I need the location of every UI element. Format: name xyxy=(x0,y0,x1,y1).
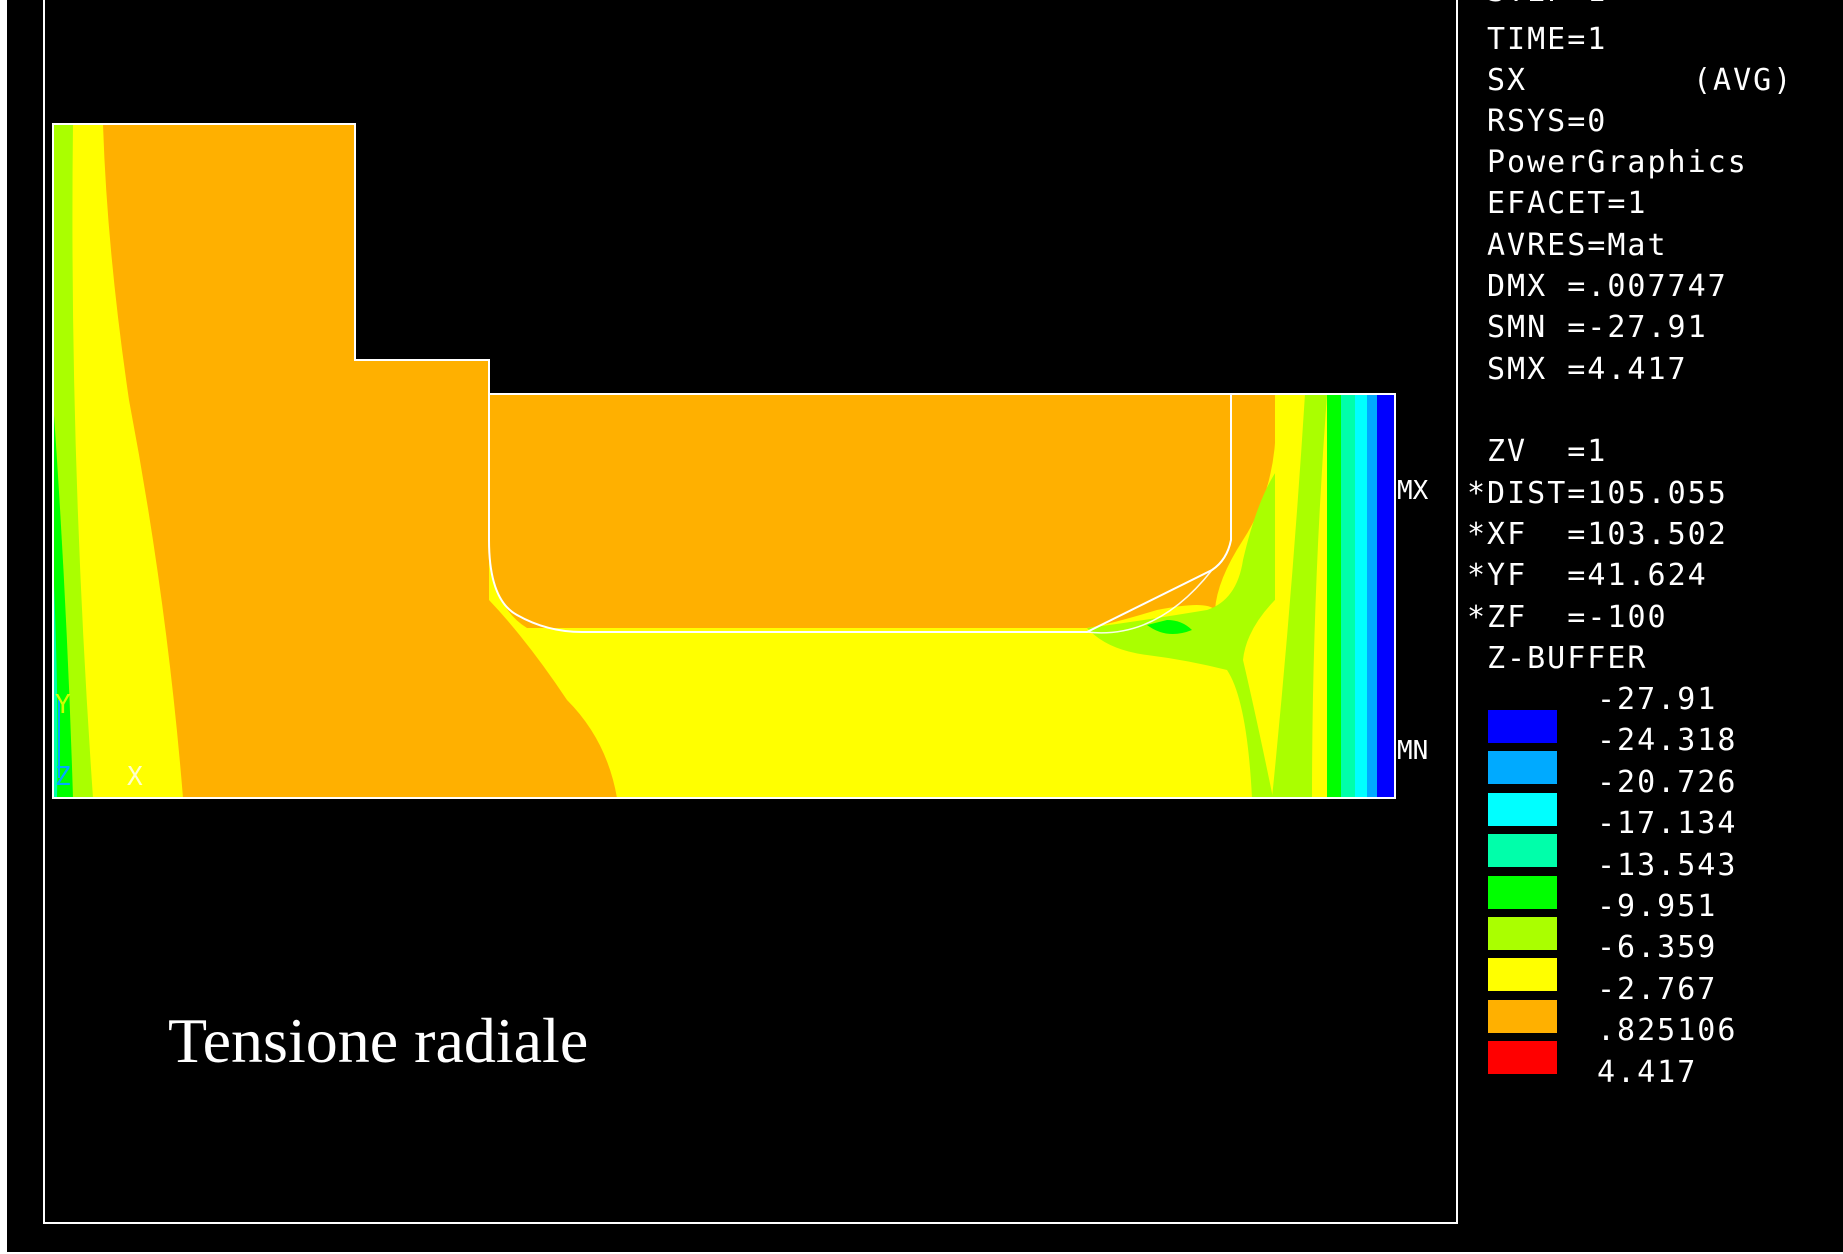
fillet-outline xyxy=(1086,569,1213,634)
legend-swatch xyxy=(1488,958,1557,992)
info-rsys: RSYS=0 xyxy=(1487,104,1608,139)
info-zv: ZV =1 xyxy=(1487,434,1608,469)
legend-swatch xyxy=(1488,710,1557,743)
legend-swatch xyxy=(1488,792,1557,826)
info-step-partial: STEP=1 xyxy=(1487,0,1607,10)
axis-label-z: Z xyxy=(55,762,71,792)
graphics-window: STEP=1 TIME=1 SX (AVG) RSYS=0 PowerGraph… xyxy=(7,0,1843,1252)
legend-value: -24.318 xyxy=(1597,723,1738,759)
info-xf: *XF =103.502 xyxy=(1467,517,1728,552)
legend-swatch xyxy=(1488,917,1557,950)
info-yf: *YF =41.624 xyxy=(1467,558,1708,593)
legend-swatch xyxy=(1488,834,1557,868)
legend-value: -6.359 xyxy=(1597,930,1718,966)
info-zf: *ZF =-100 xyxy=(1467,600,1668,635)
plot-caption: Tensione radiale xyxy=(168,1005,589,1076)
legend-value: -9.951 xyxy=(1597,889,1718,924)
contour-fields xyxy=(53,124,1395,798)
axis-label-y: Y xyxy=(55,690,71,720)
info-efacet: EFACET=1 xyxy=(1487,186,1648,221)
legend-value: -13.543 xyxy=(1597,847,1738,883)
info-dmx: DMX =.007747 xyxy=(1487,269,1728,304)
info-time: TIME=1 xyxy=(1487,22,1608,57)
legend-value: -20.726 xyxy=(1597,764,1738,800)
info-smx: SMX =4.417 xyxy=(1487,352,1688,387)
legend-swatch xyxy=(1488,875,1557,909)
legend-value: 4.417 xyxy=(1597,1054,1698,1090)
max-marker: MX xyxy=(1397,476,1429,506)
stress-contour-plot xyxy=(52,123,1396,799)
legend-swatch xyxy=(1488,1041,1557,1075)
viewport-frame xyxy=(43,0,1458,1224)
info-result: SX xyxy=(1487,63,1528,98)
legend-swatch xyxy=(1488,999,1557,1033)
slot-outline xyxy=(488,394,1232,633)
info-avg: (AVG) xyxy=(1693,63,1794,98)
info-avres: AVRES=Mat xyxy=(1487,228,1668,263)
legend-value: .825106 xyxy=(1597,1013,1738,1049)
legend-swatch xyxy=(1488,751,1557,785)
info-dist: *DIST=105.055 xyxy=(1467,476,1728,511)
min-marker: MN xyxy=(1397,736,1429,766)
info-zbuffer: Z-BUFFER xyxy=(1487,641,1648,676)
info-graphics: PowerGraphics xyxy=(1487,145,1748,180)
legend-value: -17.134 xyxy=(1597,806,1738,842)
legend-value: -2.767 xyxy=(1597,971,1718,1007)
axis-label-x: X xyxy=(127,762,143,792)
info-smn: SMN =-27.91 xyxy=(1487,310,1708,345)
legend-value: -27.91 xyxy=(1597,682,1718,717)
